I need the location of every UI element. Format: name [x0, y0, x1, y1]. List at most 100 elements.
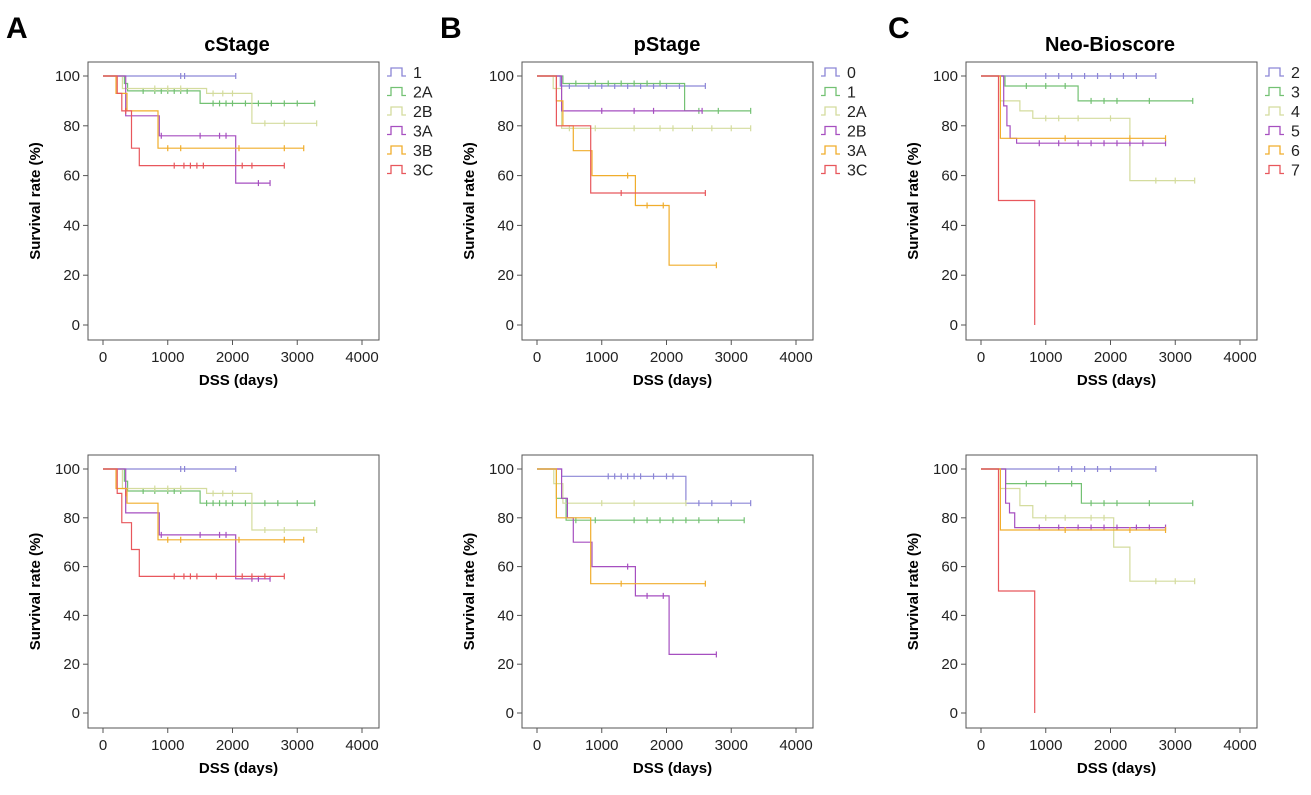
x-tick-label: 2000	[650, 737, 683, 754]
plot-frame	[87, 61, 380, 341]
legend-label: 7	[1291, 163, 1300, 180]
survival-step-line	[537, 75, 751, 112]
y-tick-label: 80	[63, 510, 80, 527]
x-tick-label: 3000	[715, 349, 748, 366]
legend: 1 2A 2B 3A 3B 3C	[387, 65, 433, 180]
series-3a	[103, 75, 271, 187]
y-tick-label: 40	[941, 607, 958, 624]
legend-swatch	[821, 106, 840, 116]
legend-item: 7	[1265, 163, 1300, 180]
x-tick-label: 0	[977, 349, 985, 366]
y-axis-title: Survival rate (%)	[461, 142, 478, 260]
y-tick-label: 40	[63, 607, 80, 624]
y-tick-label: 40	[941, 217, 958, 234]
legend-item: 2	[1265, 65, 1300, 82]
legend-label: 3	[1291, 85, 1300, 102]
x-tick-label: 1000	[585, 737, 618, 754]
y-tick-label: 100	[489, 461, 514, 478]
series-2	[981, 73, 1157, 79]
series-3	[103, 468, 318, 533]
y-tick-label: 0	[72, 317, 80, 334]
legend-item: 3	[1265, 85, 1300, 102]
y-axis-title: Survival rate (%)	[905, 533, 922, 651]
legend-label: 4	[1291, 104, 1300, 121]
legend-label: 1	[847, 85, 856, 102]
panel-title-cstage: cStage	[204, 34, 270, 56]
series-6	[981, 468, 1036, 713]
series-2	[981, 468, 1194, 507]
panel-title-neo-bioscore: Neo-Bioscore	[1045, 34, 1175, 56]
series-3b	[103, 75, 305, 152]
series-3	[981, 468, 1196, 585]
legend-swatch	[387, 164, 406, 175]
legend-item: 1	[387, 65, 422, 82]
survival-step-line	[981, 468, 1036, 713]
x-tick-label: 0	[99, 737, 107, 754]
x-tick-label: 1000	[1029, 737, 1062, 754]
series-5	[537, 468, 706, 587]
legend-swatch	[1265, 67, 1284, 77]
panel-letters: A B C	[6, 12, 910, 45]
legend-swatch	[1265, 145, 1284, 155]
legend-swatch	[387, 67, 406, 77]
x-tick-label: 0	[99, 349, 107, 366]
series-2a	[103, 75, 316, 107]
legend: 2 3 4 5 6 7	[1265, 65, 1300, 180]
legend-item: 2A	[387, 85, 433, 102]
survival-step-line	[103, 468, 304, 541]
legend-swatch	[821, 125, 840, 136]
legend-item: 1	[821, 85, 856, 102]
y-tick-label: 80	[941, 118, 958, 135]
series-4	[981, 468, 1167, 531]
series-6	[103, 468, 285, 580]
panel-title-pstage: pStage	[634, 34, 701, 56]
survival-step-line	[103, 75, 317, 124]
y-tick-label: 20	[497, 267, 514, 284]
legend: 0 1 2A 2B 3A 3C	[821, 65, 867, 180]
legend-item: 2A	[821, 104, 867, 121]
x-axis-title: DSS (days)	[199, 760, 278, 777]
series-7	[981, 75, 1036, 325]
legend-swatch	[387, 86, 406, 97]
x-tick-label: 4000	[1223, 349, 1256, 366]
x-tick-label: 4000	[779, 349, 812, 366]
x-tick-label: 0	[533, 737, 541, 754]
series-3c	[537, 75, 706, 197]
y-axis-title: Survival rate (%)	[27, 533, 44, 651]
legend-item: 2B	[821, 124, 867, 141]
series-5	[103, 468, 305, 543]
y-tick-label: 20	[497, 656, 514, 673]
survival-step-line	[981, 75, 1195, 182]
survival-step-line	[537, 75, 706, 194]
legend-swatch	[387, 145, 406, 155]
series-2b	[103, 75, 318, 127]
legend-swatch	[387, 125, 406, 136]
x-axis-title: DSS (days)	[633, 760, 712, 777]
series-5	[981, 468, 1167, 533]
y-tick-label: 100	[55, 461, 80, 478]
survival-step-line	[981, 468, 1193, 504]
panel-titles: cStage pStage Neo-Bioscore	[204, 34, 1175, 56]
x-tick-label: 1000	[585, 349, 618, 366]
legend-label: 3A	[847, 143, 867, 160]
survival-step-line	[981, 468, 1166, 529]
y-tick-label: 100	[933, 68, 958, 85]
legend-label: 3A	[413, 124, 433, 141]
y-tick-label: 20	[941, 656, 958, 673]
survival-step-line	[103, 75, 285, 167]
legend-swatch	[1265, 86, 1284, 97]
plot-frame	[965, 454, 1258, 729]
y-tick-label: 60	[941, 168, 958, 185]
x-tick-label: 4000	[345, 349, 378, 366]
x-tick-label: 3000	[715, 737, 748, 754]
survival-step-line	[103, 468, 271, 580]
legend-swatch	[821, 86, 840, 97]
y-tick-label: 100	[489, 68, 514, 85]
legend-swatch	[1265, 125, 1284, 136]
series-3a	[537, 75, 717, 269]
x-tick-label: 3000	[281, 349, 314, 366]
